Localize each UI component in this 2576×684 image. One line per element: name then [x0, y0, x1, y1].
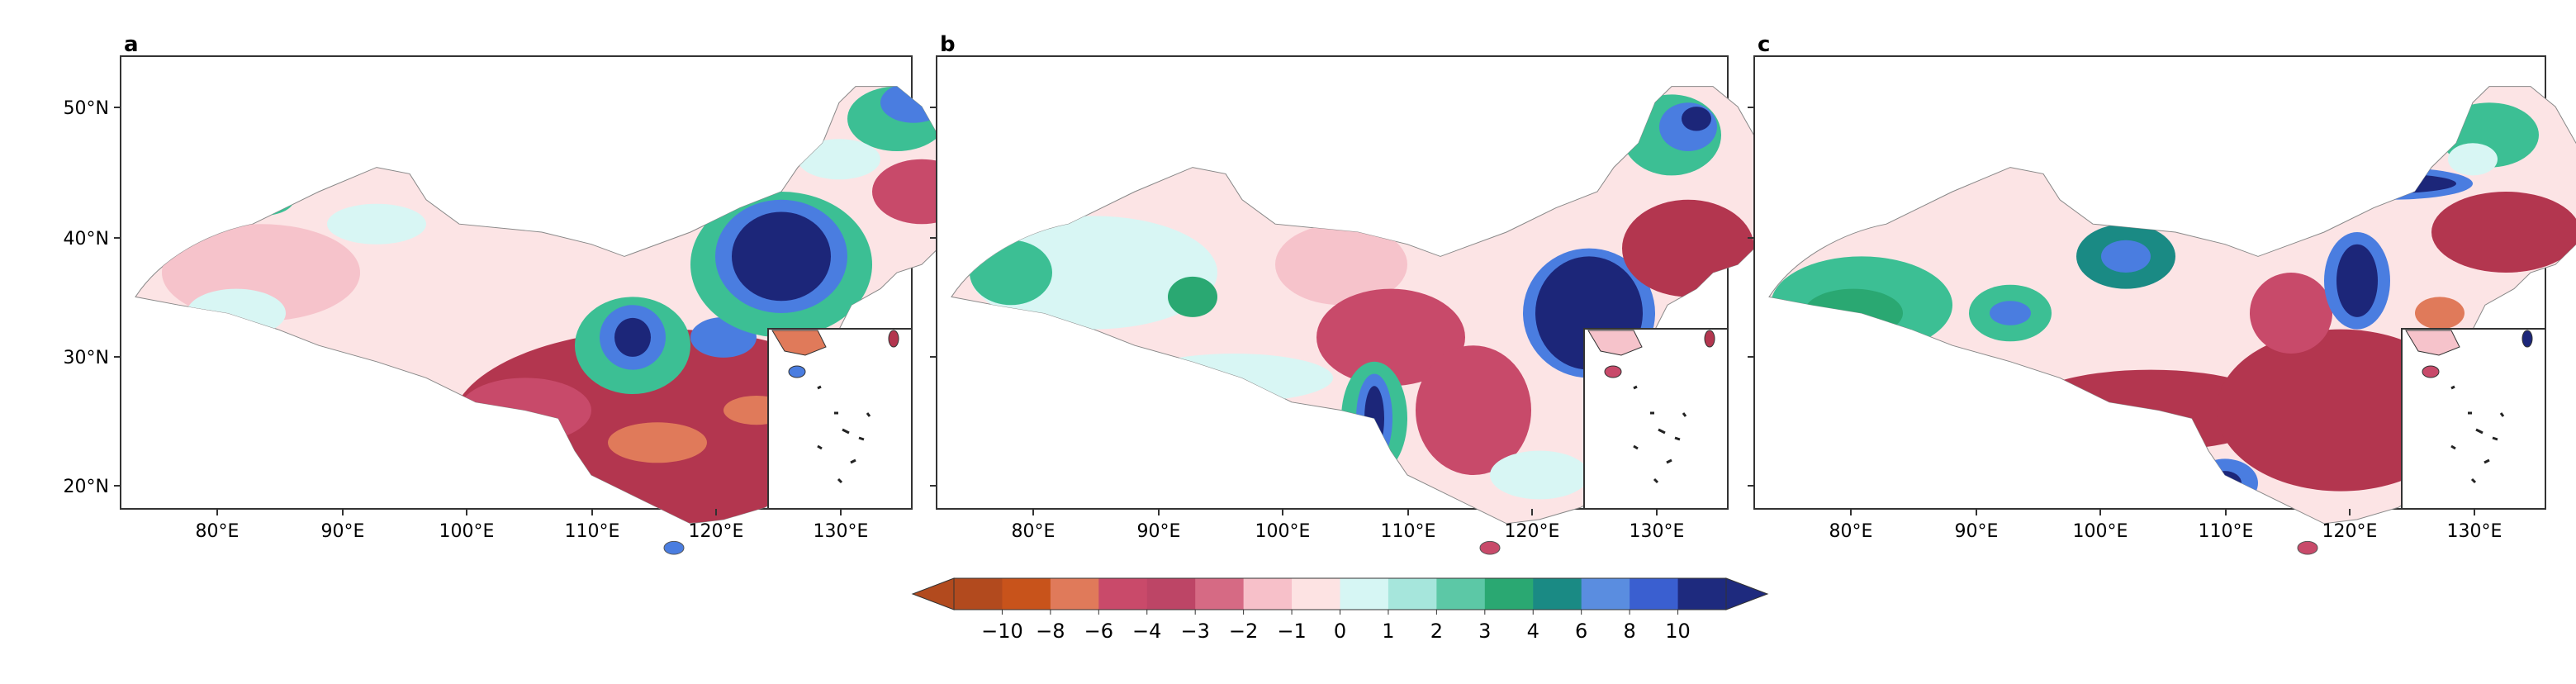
colorbar-tick-label: 1	[1382, 620, 1394, 643]
x-tick-110e: 110°E	[565, 521, 620, 542]
colorbar-extend-high	[1725, 577, 1769, 610]
x-tick-80e: 80°E	[1012, 521, 1056, 542]
panel-a-x-axis: 80°E 90°E 100°E 110°E 120°E 130°E	[196, 509, 869, 542]
y-tick-40n: 40°N	[64, 229, 109, 249]
x-tick-130e: 130°E	[1630, 521, 1685, 542]
colorbar-swatch	[1388, 578, 1437, 610]
colorbar-tick-label: −3	[1180, 620, 1209, 643]
panel-b-inset	[1583, 328, 1729, 510]
colorbar-tick-label: −1	[1277, 620, 1306, 643]
colorbar-swatches	[911, 577, 1769, 610]
y-tick-20n: 20°N	[64, 477, 109, 497]
panel-b: b	[930, 32, 1805, 555]
colorbar-swatch	[1630, 578, 1679, 610]
panel-c: c	[1748, 32, 2576, 555]
colorbar: −10 −8 −6 −4 −3 −2 −1 0 1 2 3 4 6 8 10	[911, 577, 1769, 643]
colorbar-swatch	[954, 578, 1003, 610]
panel-a-label: a	[124, 32, 139, 57]
x-tick-130e: 130°E	[2447, 521, 2502, 542]
panel-c-x-axis: 80°E 90°E 100°E 110°E 120°E 130°E	[1829, 509, 2502, 542]
panel-c-inset	[2401, 328, 2546, 510]
colorbar-tick-label: 3	[1478, 620, 1491, 643]
colorbar-tick-label: −8	[1036, 620, 1065, 643]
panel-c-map	[1768, 86, 2576, 555]
colorbar-tick-label: −10	[981, 620, 1023, 643]
x-tick-120e: 120°E	[1505, 521, 1560, 542]
colorbar-tick-label: −4	[1132, 620, 1161, 643]
panel-a: a	[64, 32, 989, 555]
x-tick-100e: 100°E	[2073, 521, 2128, 542]
y-tick-30n: 30°N	[64, 348, 109, 368]
colorbar-tick-label: 6	[1575, 620, 1587, 643]
colorbar-tick-label: 2	[1430, 620, 1443, 643]
x-tick-100e: 100°E	[1255, 521, 1311, 542]
x-tick-120e: 120°E	[689, 521, 744, 542]
colorbar-swatch	[1533, 578, 1582, 610]
colorbar-swatch	[1436, 578, 1486, 610]
colorbar-swatch	[1243, 578, 1293, 610]
panel-b-x-axis: 80°E 90°E 100°E 110°E 120°E 130°E	[1012, 509, 1685, 542]
x-tick-130e: 130°E	[814, 521, 869, 542]
x-tick-80e: 80°E	[196, 521, 240, 542]
panel-b-label: b	[940, 32, 956, 57]
colorbar-swatch	[1340, 578, 1389, 610]
colorbar-swatch	[1050, 578, 1099, 610]
x-tick-90e: 90°E	[321, 521, 365, 542]
colorbar-tick-label: 10	[1665, 620, 1691, 643]
colorbar-tick-label: 8	[1623, 620, 1635, 643]
colorbar-swatch	[1581, 578, 1630, 610]
panel-c-y-axis	[1748, 107, 1754, 487]
x-tick-120e: 120°E	[2322, 521, 2378, 542]
x-tick-110e: 110°E	[1381, 521, 1436, 542]
colorbar-tick-label: −6	[1084, 620, 1113, 643]
panel-b-y-axis	[930, 107, 937, 487]
colorbar-swatch	[1677, 578, 1727, 610]
x-tick-110e: 110°E	[2199, 521, 2254, 542]
colorbar-swatch	[1484, 578, 1534, 610]
x-tick-80e: 80°E	[1829, 521, 1873, 542]
colorbar-swatch	[1146, 578, 1196, 610]
colorbar-swatch	[1292, 578, 1340, 610]
x-tick-100e: 100°E	[439, 521, 495, 542]
y-tick-50n: 50°N	[64, 98, 109, 119]
panel-a-y-axis: 50°N 40°N 30°N 20°N	[64, 98, 121, 497]
panel-a-inset	[767, 328, 913, 510]
colorbar-swatch	[1195, 578, 1245, 610]
x-tick-90e: 90°E	[1955, 521, 1999, 542]
colorbar-tick-label: −2	[1229, 620, 1258, 643]
colorbar-swatch	[1002, 578, 1051, 610]
colorbar-swatch	[1098, 578, 1148, 610]
colorbar-tick-label: 4	[1527, 620, 1539, 643]
colorbar-extend-low	[911, 577, 955, 610]
colorbar-tick-label: 0	[1334, 620, 1346, 643]
x-tick-90e: 90°E	[1137, 521, 1181, 542]
panel-c-label: c	[1758, 32, 1770, 57]
colorbar-ticks: −10 −8 −6 −4 −3 −2 −1 0 1 2 3 4 6 8 10	[981, 610, 1691, 643]
